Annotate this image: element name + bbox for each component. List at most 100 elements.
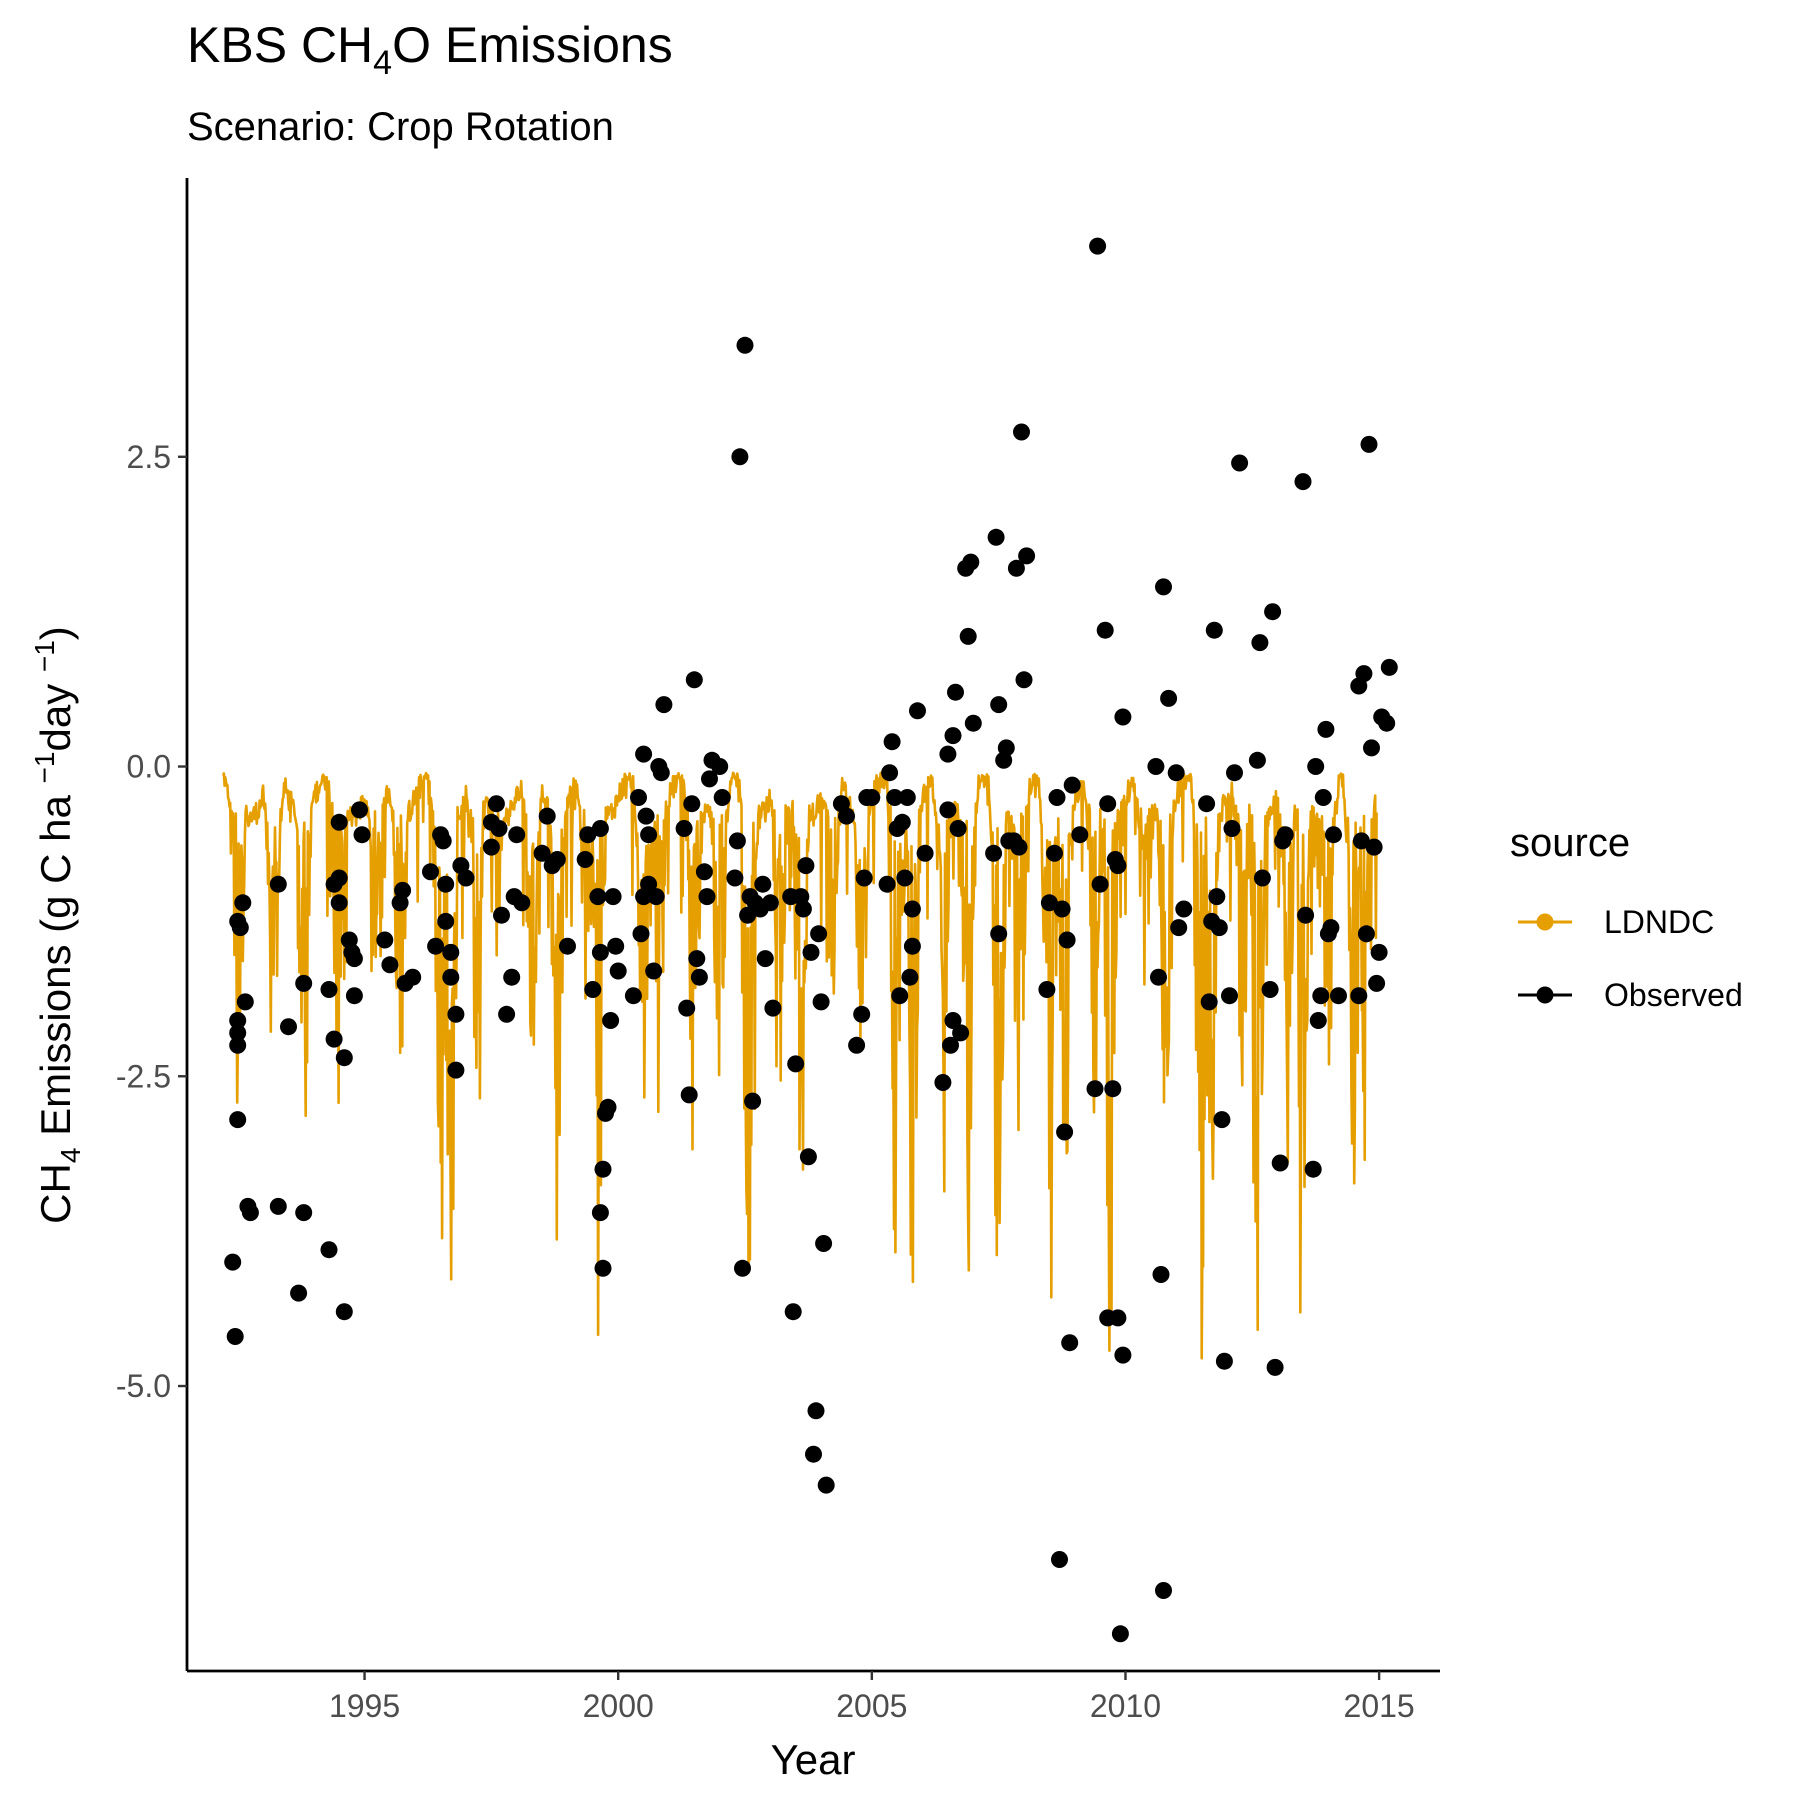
observed-point <box>437 913 454 930</box>
observed-point <box>1206 622 1223 639</box>
observed-point <box>1056 1124 1073 1141</box>
observed-point <box>688 950 705 967</box>
observed-point <box>224 1254 241 1271</box>
observed-point <box>891 987 908 1004</box>
observed-point <box>818 1477 835 1494</box>
observed-point <box>1071 826 1088 843</box>
observed-point <box>1267 1359 1284 1376</box>
observed-point <box>904 901 921 918</box>
observed-point <box>270 1198 287 1215</box>
observed-point <box>757 950 774 967</box>
observed-point <box>280 1018 297 1035</box>
observed-point <box>508 826 525 843</box>
observed-point <box>607 938 624 955</box>
observed-point <box>346 987 363 1004</box>
observed-point <box>488 795 505 812</box>
observed-point <box>1249 752 1266 769</box>
observed-point <box>633 925 650 942</box>
observed-point <box>290 1285 307 1302</box>
legend-key-point <box>1537 914 1554 931</box>
observed-point <box>917 845 934 862</box>
observed-point <box>879 876 896 893</box>
observed-point <box>1325 826 1342 843</box>
x-tick-label: 1995 <box>329 1688 400 1724</box>
observed-point <box>1361 436 1378 453</box>
observed-point <box>602 1012 619 1029</box>
x-axis-title: Year <box>771 1736 856 1783</box>
observed-point <box>1104 1080 1121 1097</box>
observed-point <box>1170 919 1187 936</box>
observed-point <box>1254 870 1271 887</box>
observed-point <box>1226 764 1243 781</box>
observed-point <box>731 448 748 465</box>
observed-point <box>1092 876 1109 893</box>
observed-point <box>427 938 444 955</box>
observed-point <box>630 789 647 806</box>
observed-point <box>1054 901 1071 918</box>
chart-subtitle: Scenario: Crop Rotation <box>187 105 614 149</box>
observed-point <box>863 789 880 806</box>
observed-point <box>1153 1266 1170 1283</box>
observed-point <box>577 851 594 868</box>
observed-point <box>1099 795 1116 812</box>
observed-point <box>1310 1012 1327 1029</box>
observed-point <box>805 1446 822 1463</box>
observed-point <box>856 870 873 887</box>
observed-point <box>934 1074 951 1091</box>
observed-point <box>1087 1080 1104 1097</box>
observed-point <box>901 969 918 986</box>
observed-point <box>229 913 246 930</box>
observed-point <box>610 963 627 980</box>
observed-point <box>896 870 913 887</box>
observed-point <box>939 801 956 818</box>
y-tick-label: -5.0 <box>116 1368 171 1404</box>
observed-point <box>1317 721 1334 738</box>
observed-point <box>988 529 1005 546</box>
observed-point <box>1208 888 1225 905</box>
observed-point <box>787 1055 804 1072</box>
observed-point <box>853 1006 870 1023</box>
observed-point <box>447 1062 464 1079</box>
observed-point <box>1051 1551 1068 1568</box>
observed-point <box>904 938 921 955</box>
observed-point <box>1155 1582 1172 1599</box>
observed-point <box>960 628 977 645</box>
observed-point <box>1097 622 1114 639</box>
observed-point <box>1213 1111 1230 1128</box>
y-tick-label: 0.0 <box>127 749 171 785</box>
observed-point <box>899 789 916 806</box>
observed-point <box>797 857 814 874</box>
y-tick-label: 2.5 <box>127 439 171 475</box>
observed-point <box>242 1204 259 1221</box>
observed-point <box>1216 1353 1233 1370</box>
observed-point <box>595 1260 612 1277</box>
observed-point <box>498 1006 515 1023</box>
observed-point <box>331 814 348 831</box>
observed-point <box>681 1086 698 1103</box>
observed-point <box>762 894 779 911</box>
observed-point <box>227 1328 244 1345</box>
observed-point <box>815 1235 832 1252</box>
observed-point <box>326 1031 343 1048</box>
observed-point <box>1350 987 1367 1004</box>
observed-point <box>1059 932 1076 949</box>
observed-point <box>1231 455 1248 472</box>
observed-point <box>744 1093 761 1110</box>
observed-point <box>234 894 251 911</box>
observed-point <box>1224 820 1241 837</box>
observed-point <box>894 814 911 831</box>
observed-point <box>491 820 508 837</box>
observed-point <box>1109 1309 1126 1326</box>
observed-point <box>1305 1161 1322 1178</box>
observed-point <box>1046 845 1063 862</box>
observed-point <box>336 1049 353 1066</box>
observed-point <box>404 969 421 986</box>
observed-point <box>336 1303 353 1320</box>
observed-point <box>635 746 652 763</box>
observed-point <box>295 975 312 992</box>
observed-point <box>711 758 728 775</box>
observed-point <box>1358 925 1375 942</box>
observed-point <box>990 925 1007 942</box>
observed-point <box>394 882 411 899</box>
